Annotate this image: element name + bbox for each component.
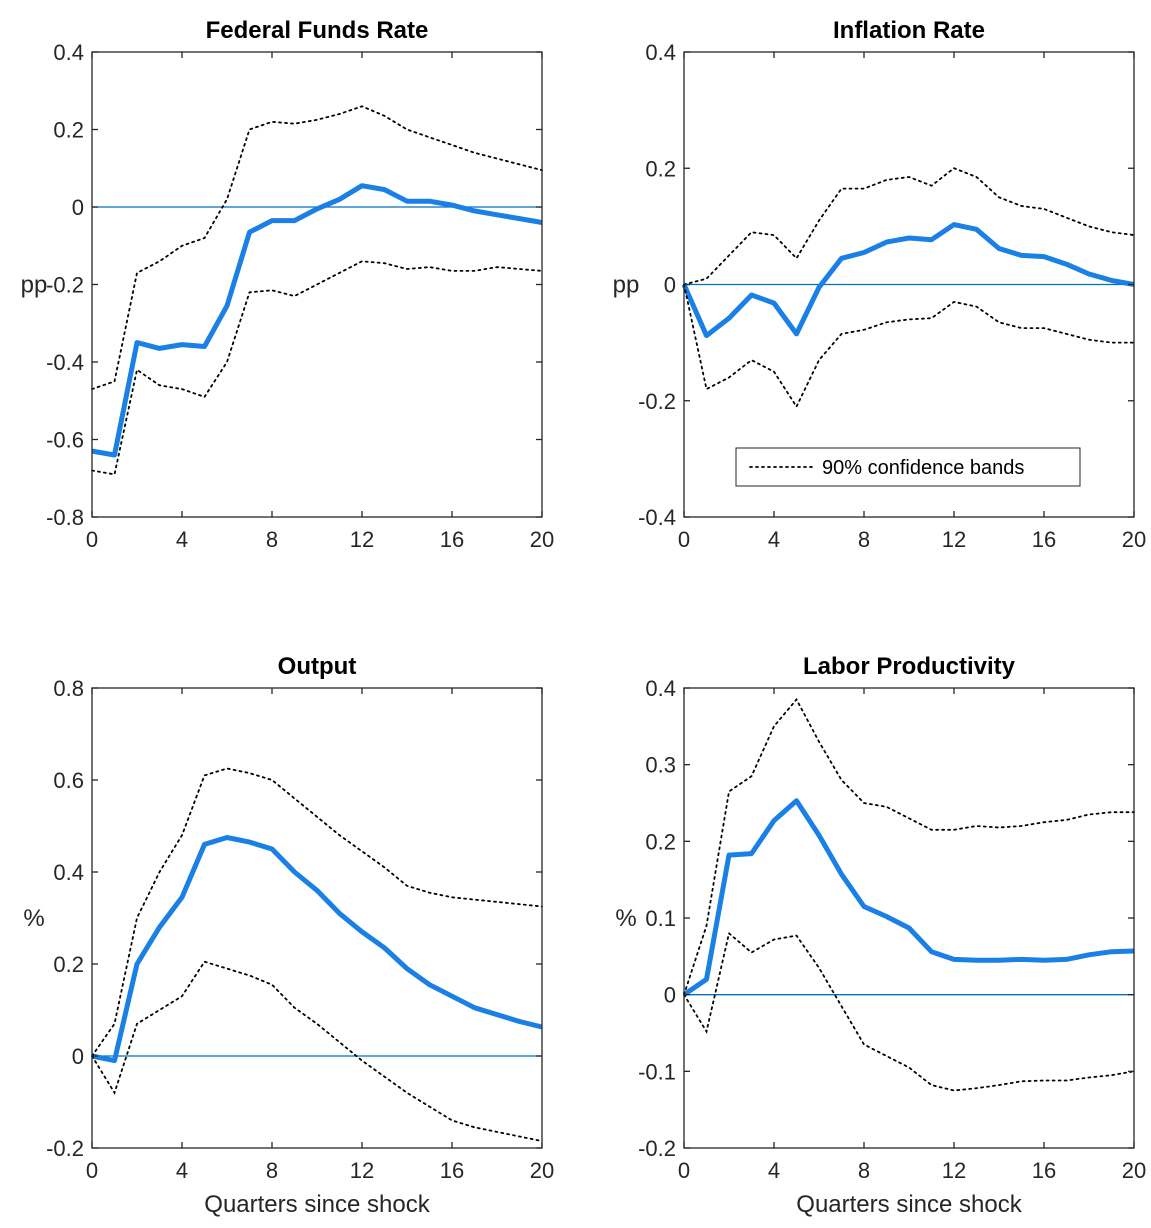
y-tick-label: 0 xyxy=(664,273,676,298)
x-axis-label: Quarters since shock xyxy=(204,1191,430,1218)
x-tick-label: 16 xyxy=(1032,1158,1056,1183)
x-tick-label: 8 xyxy=(858,527,870,552)
panel-inflation-rate: Inflation Rate 0 4 8 12 16 20 -0.4 -0.2 0 0.2 0.4 pp… xyxy=(613,17,1147,552)
confidence-band-lower xyxy=(91,960,543,1142)
y-axis-label: % xyxy=(615,905,636,932)
x-tick-label: 16 xyxy=(440,527,464,552)
x-tick-label: 16 xyxy=(1032,527,1056,552)
x-tick-label: 4 xyxy=(176,527,188,552)
y-tick-label: -0.2 xyxy=(46,273,84,298)
y-tick-label: 0.4 xyxy=(645,676,676,701)
y-tick-label: 0.2 xyxy=(645,156,676,181)
axes-box xyxy=(683,687,1135,1149)
confidence-band-upper xyxy=(683,697,1135,996)
confidence-band-upper xyxy=(683,167,1135,286)
y-tick-label: -0.2 xyxy=(638,1136,676,1161)
x-tick-label: 12 xyxy=(350,1158,374,1183)
x-tick-label: 12 xyxy=(942,1158,966,1183)
y-tick-label: 0.6 xyxy=(53,768,84,793)
y-tick-label: -0.1 xyxy=(638,1059,676,1084)
confidence-band-lower xyxy=(683,283,1135,409)
y-tick-label: 0.2 xyxy=(645,829,676,854)
y-tick-label: -0.2 xyxy=(46,1136,84,1161)
y-tick-label: -0.4 xyxy=(638,505,676,530)
x-tick-label: 8 xyxy=(858,1158,870,1183)
y-tick-label: 0 xyxy=(72,195,84,220)
x-tick-label: 4 xyxy=(176,1158,188,1183)
x-tick-label: 4 xyxy=(768,527,780,552)
panel-title: Federal Funds Rate xyxy=(206,17,429,44)
y-tick-label: 0.4 xyxy=(53,40,84,65)
panel-title: Inflation Rate xyxy=(833,17,985,44)
y-tick-label: -0.4 xyxy=(46,350,84,375)
x-tick-label: 8 xyxy=(266,527,278,552)
panel-title: Output xyxy=(278,653,357,680)
impulse-response-line xyxy=(91,183,543,458)
y-tick-label: -0.8 xyxy=(46,505,84,530)
impulse-response-line xyxy=(682,798,1135,997)
legend-label: 90% confidence bands xyxy=(822,457,1024,479)
x-tick-label: 20 xyxy=(1122,1158,1146,1183)
y-tick-label: 0.2 xyxy=(53,952,84,977)
panel-title: Labor Productivity xyxy=(803,653,1016,680)
confidence-band-upper xyxy=(91,767,543,1057)
y-tick-label: 0.8 xyxy=(53,676,84,701)
axes-box xyxy=(91,687,543,1149)
impulse-response-line xyxy=(681,222,1135,339)
x-tick-label: 8 xyxy=(266,1158,278,1183)
x-tick-label: 0 xyxy=(678,527,690,552)
confidence-band-upper xyxy=(91,105,543,391)
x-tick-label: 12 xyxy=(942,527,966,552)
y-tick-label: 0 xyxy=(72,1044,84,1069)
x-tick-label: 16 xyxy=(440,1158,464,1183)
x-tick-label: 0 xyxy=(86,1158,98,1183)
y-tick-label: -0.2 xyxy=(638,389,676,414)
x-tick-label: 0 xyxy=(86,527,98,552)
panel-labor-productivity: Labor Productivity 0 4 8 12 16 20 -0.2 -0.1 0 0.1 0… xyxy=(615,653,1146,1218)
impulse-response-line xyxy=(91,835,543,1064)
y-axis-label: pp xyxy=(21,272,48,299)
x-tick-label: 20 xyxy=(1122,527,1146,552)
panel-federal-funds-rate: Federal Funds Rate 0 4 8 12 16 20 -0.8 -0.6 -0.4 -… xyxy=(21,17,555,552)
x-tick-label: 12 xyxy=(350,527,374,552)
y-tick-label: 0.4 xyxy=(645,40,676,65)
y-tick-label: 0.4 xyxy=(53,860,84,885)
y-tick-label: -0.6 xyxy=(46,428,84,453)
x-tick-label: 0 xyxy=(678,1158,690,1183)
y-tick-label: 0.3 xyxy=(645,753,676,778)
x-axis-label: Quarters since shock xyxy=(796,1191,1022,1218)
x-tick-label: 20 xyxy=(530,527,554,552)
y-axis-label: pp xyxy=(613,272,640,299)
y-tick-label: 0.2 xyxy=(53,118,84,143)
x-tick-label: 20 xyxy=(530,1158,554,1183)
confidence-band-lower xyxy=(683,931,1135,1092)
y-tick-label: 0 xyxy=(664,983,676,1008)
y-axis-label: % xyxy=(23,905,44,932)
x-tick-label: 4 xyxy=(768,1158,780,1183)
y-tick-label: 0.1 xyxy=(645,906,676,931)
confidence-band-lower xyxy=(91,260,543,476)
